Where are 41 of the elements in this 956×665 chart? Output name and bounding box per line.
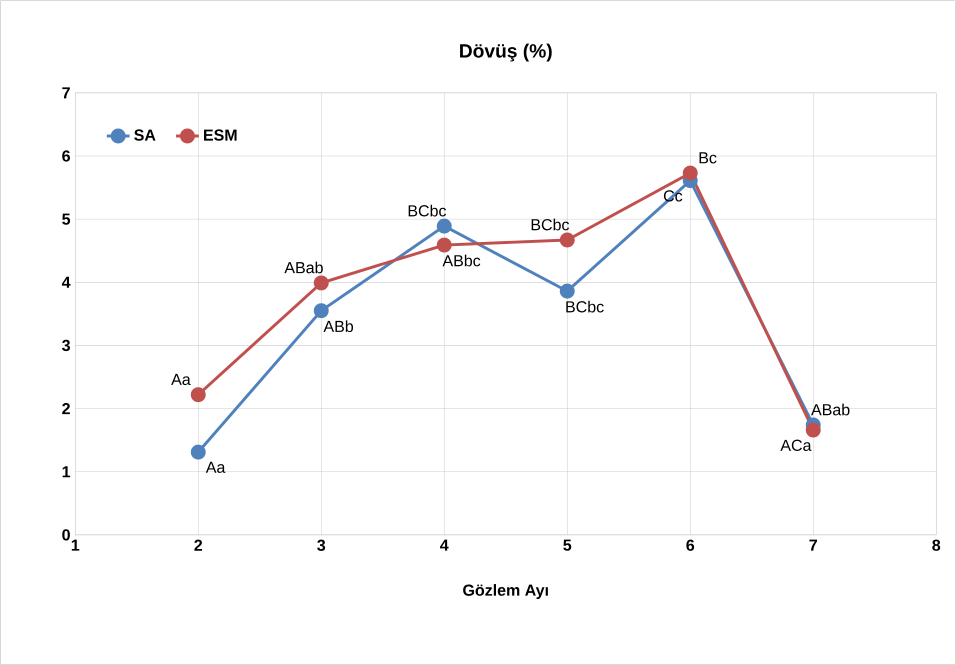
y-tick-label: 4 [62,276,70,288]
y-tick-label: 2 [62,403,70,414]
x-tick-label: 4 [440,540,449,551]
annotation: Aa [206,462,226,473]
annotation: ABbc [442,254,480,266]
point [314,303,329,318]
annotation: ABab [811,404,850,416]
legend-label: SA [134,129,156,141]
y-tick-label: 5 [62,214,70,225]
point [682,166,698,181]
point [190,444,206,460]
y-tick-label: 3 [62,340,70,352]
y-tick-label: 6 [62,150,70,162]
point [436,238,452,253]
x-axis-title: Gözlem Ayı [463,584,548,599]
x-tick-label: 5 [563,540,572,551]
x-tick-label: 2 [194,540,202,551]
point [436,218,452,234]
x-tick-label: 6 [686,540,694,551]
x-tick-label: 1 [72,540,80,551]
x-tick-label: 8 [932,540,940,551]
point [190,387,206,402]
x-tick-label: 7 [809,540,817,551]
x-tick-label: 3 [317,540,326,551]
annotation: ACa [780,440,812,451]
point [314,275,329,290]
annotation: Bc [700,152,716,164]
chart-title: Dövüş (%) [460,44,552,62]
point [560,232,575,248]
y-tick-label: 1 [62,466,70,478]
point [806,422,821,438]
y-tick-label: 7 [62,87,70,98]
y-tick-label: 0 [62,529,70,541]
annotation: Aa [171,374,191,386]
annotation: ABab [284,262,323,274]
annotation: BCbc [532,218,570,230]
annotation: BCbc [566,300,604,312]
annotation: ABb [323,320,354,332]
annotation: BCbc [408,204,446,216]
legend-label: ESM [204,129,237,141]
point [560,284,575,299]
